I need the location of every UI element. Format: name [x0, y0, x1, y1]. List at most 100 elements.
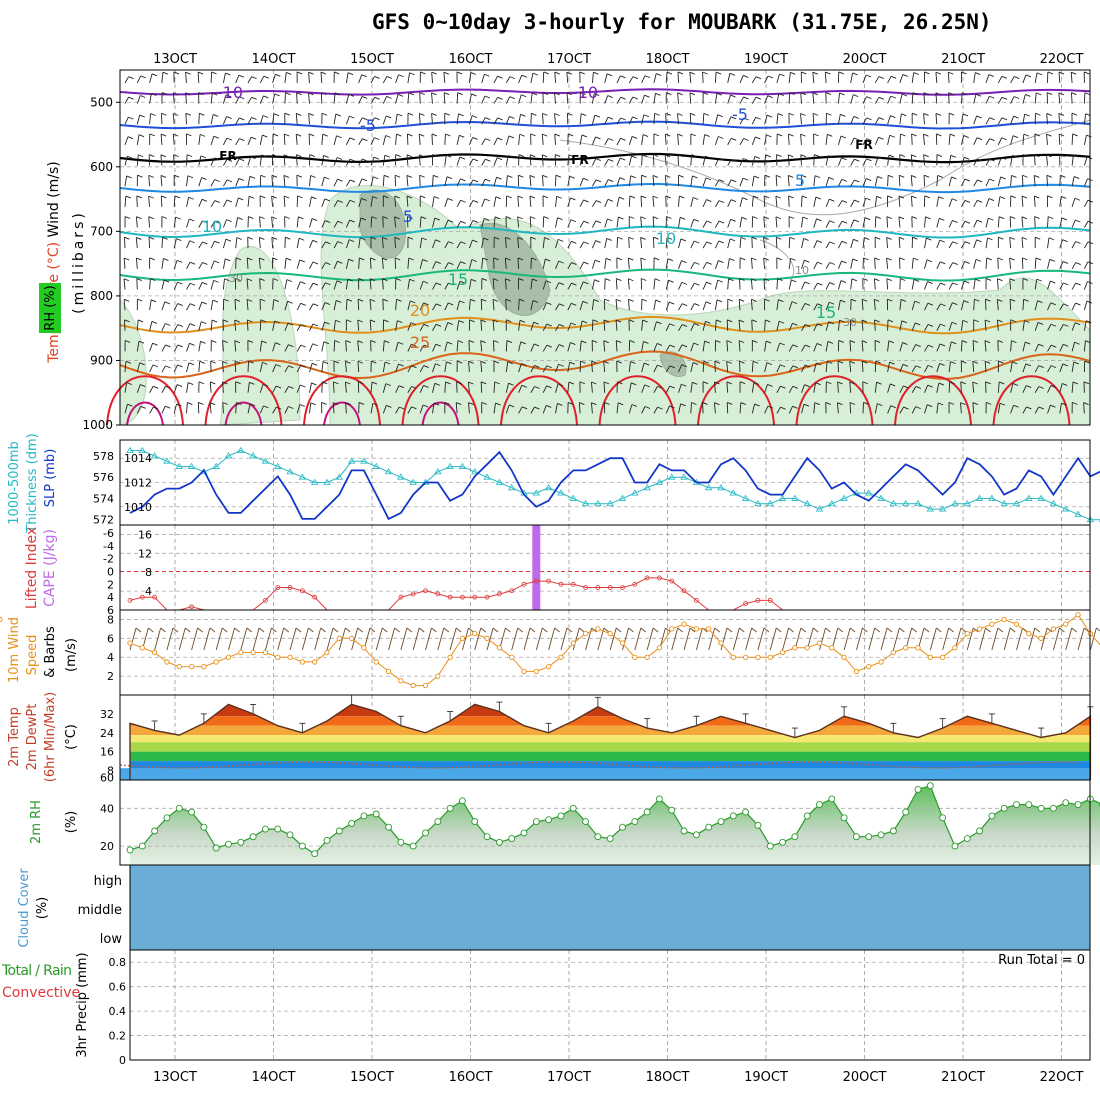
wind-barb-flag — [726, 340, 732, 344]
wind-barb-flag — [202, 262, 208, 265]
wind-barb — [259, 75, 265, 84]
wind10m-barb-flag — [160, 627, 166, 633]
rh2m-point — [458, 797, 466, 805]
wind-barb — [444, 322, 449, 331]
wind-barb-flag — [915, 344, 921, 347]
wind-barb — [1058, 72, 1061, 83]
wind-barb-flag — [841, 240, 848, 244]
wind-barb-flag — [702, 92, 709, 95]
wind-barb-flag — [678, 174, 684, 178]
wind-barb-flag — [902, 363, 909, 367]
wind10m-barb-flag — [209, 627, 216, 633]
wind-barb-flag — [165, 385, 171, 389]
wind-barb — [1071, 342, 1075, 352]
wind-barb-flag — [915, 322, 921, 326]
wind-barb-flag — [472, 220, 478, 223]
wind-barb-flag — [173, 92, 179, 96]
wind-barb-flag — [361, 197, 367, 201]
wind-barb-flag — [274, 93, 280, 97]
wind-barb-flag — [753, 382, 760, 385]
wind-barb — [1059, 383, 1063, 393]
wind-barb-flag — [911, 133, 917, 137]
wind-barb-flag — [570, 219, 577, 223]
rh2m-point — [779, 838, 787, 846]
contour-label: 5 — [403, 207, 413, 226]
wind-barb — [173, 364, 178, 373]
wind-barb — [787, 154, 790, 166]
wind-barb-flag — [583, 261, 589, 265]
rh2m-point — [360, 812, 368, 820]
wind-barb-flag — [705, 155, 711, 159]
wind10m-barb-flag — [1009, 627, 1016, 633]
wind-barb-flag — [680, 403, 686, 407]
wind-barb-flag — [286, 72, 292, 75]
wind-barb — [222, 402, 224, 414]
wind-barb-flag — [334, 340, 340, 343]
wind-barb-flag — [382, 257, 388, 261]
wind-barb — [333, 92, 336, 104]
wind-barb — [1058, 92, 1061, 104]
wind-barb — [259, 216, 261, 228]
wind-barb — [480, 340, 483, 352]
wind-barb — [567, 176, 571, 187]
wind-barb-flag — [336, 300, 342, 303]
wind-barb-flag — [952, 282, 958, 286]
wind-barb-flag — [694, 282, 700, 286]
wind-barb-flag — [246, 298, 253, 302]
wind-barb — [186, 283, 191, 290]
wind10m-barb-flag — [221, 627, 228, 633]
wind-barb-flag — [334, 92, 341, 96]
wind-barb-flag — [999, 196, 1006, 200]
wind-barb-flag — [497, 117, 503, 121]
wind-barb — [984, 340, 987, 352]
wind-barb-flag — [517, 236, 523, 240]
wind-barb-flag — [460, 261, 466, 265]
wind-barb-flag — [911, 175, 917, 178]
wind-barb-flag — [800, 92, 806, 96]
wind-barb-flag — [457, 360, 463, 364]
wind10m-barb-flag — [726, 627, 733, 633]
wind-barb — [665, 385, 671, 393]
wind-barb-flag — [570, 197, 576, 201]
lifted-index-point — [423, 588, 428, 594]
wind-barb-flag — [124, 216, 131, 219]
wind-barb-flag — [361, 74, 367, 78]
wind-barb — [518, 114, 521, 125]
wind-barb — [344, 381, 347, 393]
wind-barb-flag — [1036, 278, 1042, 282]
wind-barb — [665, 365, 671, 373]
wind-barb — [739, 361, 741, 373]
wind-barb-flag — [1058, 71, 1065, 75]
wind-barb — [432, 261, 437, 269]
wind-barb — [481, 198, 486, 207]
wind-barb — [272, 74, 276, 84]
wind-barb — [444, 241, 449, 249]
wind-barb-flag — [288, 386, 294, 389]
lifted-index-point — [681, 588, 687, 594]
wind-barb — [628, 116, 633, 125]
wind-barb-flag — [704, 340, 710, 344]
wind-barb-flag — [299, 404, 305, 407]
wind-barb — [493, 157, 498, 166]
dewpoint-line — [119, 761, 1081, 769]
wind-barb — [997, 117, 1003, 125]
pressure-tick-label: 600 — [90, 160, 113, 174]
wind-barb-flag — [775, 174, 782, 178]
thickness-point — [901, 499, 910, 507]
wind-barb — [899, 299, 902, 311]
wind-barb — [407, 300, 411, 311]
wind-barb-flag — [160, 154, 167, 158]
wind-barb-flag — [529, 175, 536, 178]
wind-barb — [689, 72, 692, 83]
wind-barb-flag — [1086, 134, 1092, 138]
wind-barb-flag — [312, 323, 319, 327]
bottom-time-label: 13OCT — [153, 1070, 197, 1085]
wind-barb — [960, 280, 965, 290]
wind-barb — [604, 159, 609, 166]
wind-barb-flag — [127, 136, 134, 140]
wind-barb-flag — [324, 302, 331, 305]
wind-barb — [186, 303, 191, 311]
wind-barb-flag — [468, 402, 474, 406]
wind-barb — [530, 386, 535, 393]
wind-barb-flag — [534, 365, 540, 368]
